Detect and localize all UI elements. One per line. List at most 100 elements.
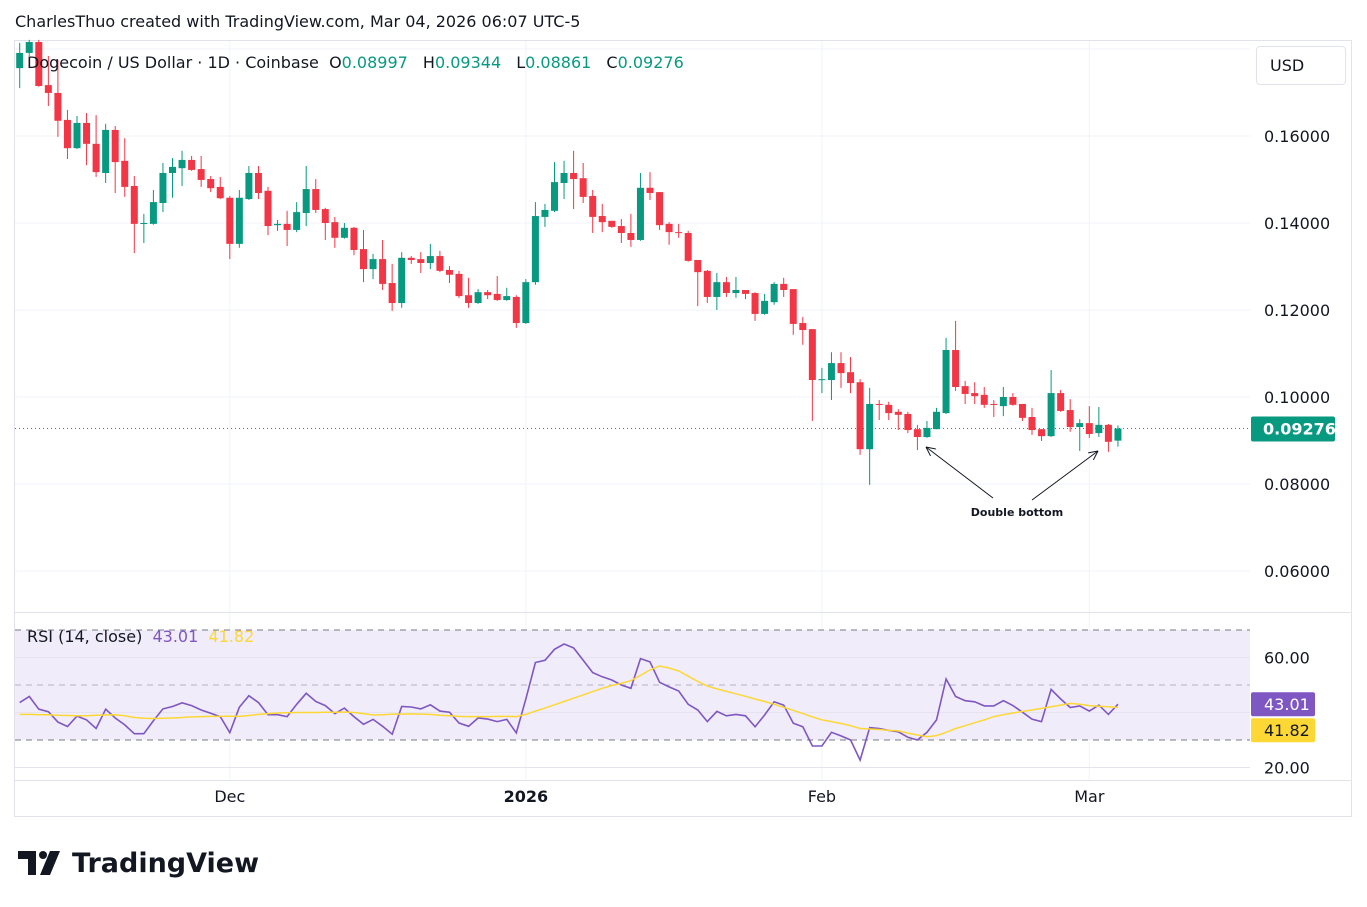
candle xyxy=(188,156,196,171)
candle-body xyxy=(274,223,282,226)
candle xyxy=(551,162,558,213)
candle xyxy=(541,203,549,227)
candle xyxy=(455,270,463,298)
candle-body xyxy=(742,289,749,294)
candle xyxy=(484,289,492,300)
candle-body xyxy=(1095,424,1103,434)
candle-body xyxy=(913,429,921,438)
candle xyxy=(388,263,396,311)
candle-body xyxy=(130,186,138,224)
candle-body xyxy=(216,186,224,199)
candle xyxy=(713,273,721,310)
candle xyxy=(159,162,167,213)
candle xyxy=(92,115,100,177)
candle xyxy=(751,292,759,321)
candle xyxy=(312,179,320,213)
candle xyxy=(379,239,387,290)
candle xyxy=(274,219,282,231)
candle-body xyxy=(169,166,176,173)
candle xyxy=(360,229,367,283)
candle-body xyxy=(608,220,616,227)
logo-text: TradingView xyxy=(72,848,258,879)
candle-body xyxy=(188,159,196,170)
currency-button[interactable]: USD xyxy=(1256,46,1346,85)
candle-body xyxy=(1085,423,1093,434)
candle-body xyxy=(990,403,998,405)
tradingview-logo[interactable]: TradingView xyxy=(18,845,259,885)
candle xyxy=(16,42,24,89)
arrow-head-icon xyxy=(1092,450,1099,461)
candle xyxy=(789,289,797,335)
candle xyxy=(1095,407,1103,438)
candle-body xyxy=(675,232,683,234)
candle xyxy=(226,196,234,260)
candle xyxy=(961,380,969,404)
candle xyxy=(531,202,539,285)
candle-body xyxy=(54,92,62,121)
candle-body xyxy=(197,169,205,180)
candle-body xyxy=(159,172,167,203)
candle-body xyxy=(617,226,625,234)
candle-body xyxy=(665,223,673,233)
candle xyxy=(1028,407,1036,435)
candle-body xyxy=(264,190,272,227)
candle-body xyxy=(140,223,148,224)
candle xyxy=(885,401,893,421)
candle-body xyxy=(1047,393,1055,437)
candle-body xyxy=(293,212,301,230)
candle xyxy=(197,156,205,187)
candle-body xyxy=(589,196,597,217)
candle xyxy=(770,282,778,305)
candle-body xyxy=(656,192,664,226)
candle xyxy=(465,277,473,308)
rsi-legend[interactable]: RSI (14, close) 43.01 41.82 xyxy=(27,627,254,646)
annotation-arrow xyxy=(1031,450,1099,501)
candle xyxy=(1038,429,1046,441)
low-value: 0.08861 xyxy=(525,53,592,72)
candle xyxy=(589,189,597,234)
close-label: C xyxy=(606,53,618,72)
candle-body xyxy=(302,189,310,213)
time-tick-label: Dec xyxy=(214,787,245,806)
candle-body xyxy=(942,350,950,414)
candle xyxy=(216,176,224,200)
candle-body xyxy=(541,209,549,217)
candle-body xyxy=(445,269,453,275)
candle xyxy=(102,123,110,183)
candle-body xyxy=(531,216,539,283)
candle xyxy=(350,226,358,256)
candle xyxy=(847,356,855,394)
candle xyxy=(980,386,988,408)
candle xyxy=(83,112,91,166)
arrow-head-icon xyxy=(1088,450,1099,454)
candle-body xyxy=(875,403,883,405)
candle xyxy=(656,192,664,230)
candle-body xyxy=(417,259,425,264)
candle-body xyxy=(808,329,816,381)
arrow-head-icon xyxy=(925,446,936,450)
candle-body xyxy=(493,293,501,300)
candle xyxy=(35,39,43,87)
candle-body xyxy=(245,172,253,200)
candle-body xyxy=(426,256,434,264)
candle-body xyxy=(999,397,1007,407)
candle-body xyxy=(331,222,339,238)
price-tick-label: 0.10000 xyxy=(1264,388,1330,407)
candle-body xyxy=(379,259,387,284)
candle xyxy=(742,289,749,300)
price-tick-label: 0.14000 xyxy=(1264,214,1330,233)
candle-body xyxy=(923,427,931,438)
candle xyxy=(169,158,176,198)
rsi-value-badge xyxy=(1251,692,1315,717)
candle xyxy=(646,172,654,200)
high-value: 0.09344 xyxy=(434,53,502,72)
symbol-legend[interactable]: Dogecoin / US Dollar · 1D · Coinbase O0.… xyxy=(27,53,694,72)
candle-body xyxy=(436,256,444,271)
candle xyxy=(942,337,950,414)
candle xyxy=(598,203,606,233)
candle xyxy=(398,252,406,308)
price-tick-label: 0.12000 xyxy=(1264,301,1330,320)
candle xyxy=(913,424,921,451)
candle-body xyxy=(627,233,635,240)
